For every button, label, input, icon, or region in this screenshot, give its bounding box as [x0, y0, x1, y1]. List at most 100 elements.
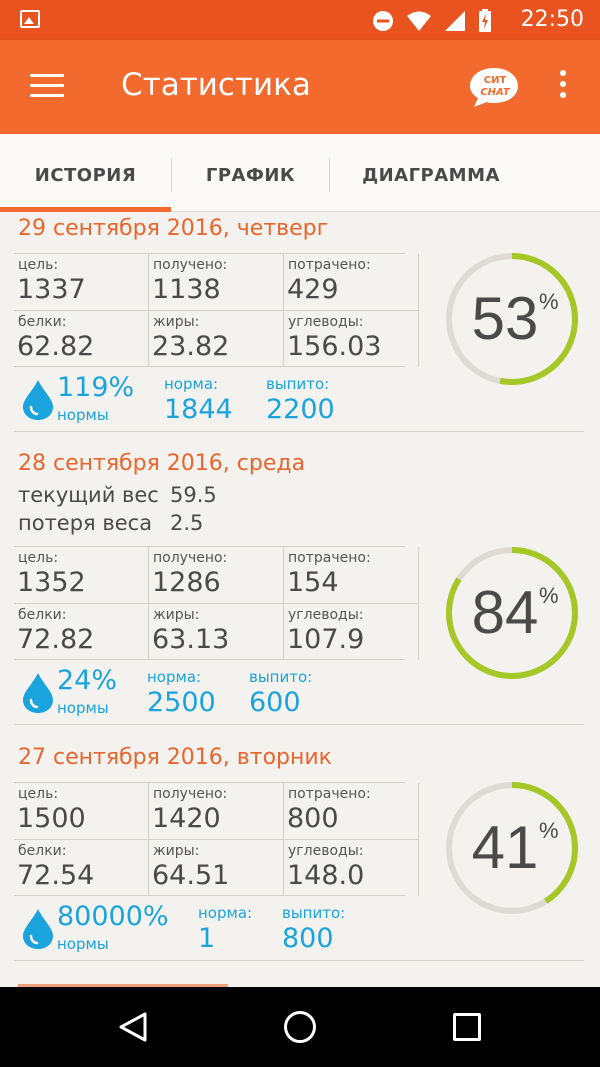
water-drunk-label: выпито: [266, 375, 330, 393]
water-norm-label: норма: [147, 668, 202, 686]
received-value: 1138 [152, 274, 221, 305]
weight-loss-line: потеря веса 2.5 [18, 511, 203, 535]
history-entry[interactable]: 28 сентября 2016, среда текущий вес 59.5… [0, 451, 600, 726]
carbs-value: 156.03 [287, 331, 382, 362]
protein-label: белки: [18, 607, 67, 623]
entry-date: 27 сентября 2016, вторник [18, 745, 332, 770]
entry-date: 28 сентября 2016, среда [18, 451, 306, 476]
spent-value: 154 [287, 567, 339, 598]
chat-icon[interactable]: СИТ CHAT [468, 66, 520, 108]
protein-cell: белки: 72.82 [14, 603, 149, 660]
goal-cell: цель: 1337 [14, 254, 149, 311]
navigation-bar [0, 987, 600, 1067]
current-weight-value: 59.5 [170, 483, 217, 507]
fat-label: жиры: [153, 607, 200, 623]
progress-value: 53 [471, 285, 539, 352]
progress-value: 41 [471, 814, 539, 881]
fat-label: жиры: [153, 314, 200, 330]
status-icons [372, 9, 492, 33]
goal-value: 1337 [17, 274, 86, 305]
history-entry[interactable]: 27 сентября 2016, вторник цель: 1500 полу… [0, 745, 600, 961]
received-label: получено: [153, 257, 228, 273]
tab-divider [329, 158, 330, 192]
fat-cell: жиры: 63.13 [149, 603, 284, 660]
water-row: 119% нормы норма: 1844 выпито: 2200 [14, 372, 584, 432]
carbs-label: углеводы: [288, 314, 364, 330]
current-weight-label: текущий вес [18, 483, 159, 507]
spent-label: потрачено: [288, 786, 371, 802]
more-options-icon[interactable] [552, 70, 574, 106]
water-percent: 80000% [57, 901, 169, 932]
entry-date: 29 сентября 2016, четверг [18, 216, 329, 241]
tab-chart[interactable]: ГРАФИК [205, 165, 296, 186]
received-cell: получено: 1420 [149, 783, 284, 840]
water-drunk-label: выпито: [282, 904, 346, 922]
water-row: 24% нормы норма: 2500 выпито: 600 [14, 665, 584, 725]
progress-percent-sign: % [539, 818, 559, 843]
water-drunk-label: выпито: [249, 668, 313, 686]
received-value: 1420 [152, 803, 221, 834]
progress-percent-sign: % [539, 583, 559, 608]
fat-cell: жиры: 64.51 [149, 839, 284, 896]
water-percent: 119% [57, 372, 135, 403]
protein-value: 72.82 [17, 624, 95, 655]
stats-grid: цель: 1500 получено: 1420 потрачено: 800 бе… [14, 782, 419, 896]
protein-cell: белки: 72.54 [14, 839, 149, 896]
wifi-icon [407, 11, 431, 31]
spent-cell: потрачено: 154 [284, 547, 419, 604]
goal-label: цель: [18, 786, 59, 802]
spent-cell: потрачено: 800 [284, 783, 419, 840]
page-title: Статистика [121, 67, 311, 103]
water-percent-label: нормы [57, 699, 109, 717]
goal-value: 1352 [17, 567, 86, 598]
protein-value: 72.54 [17, 860, 95, 891]
water-norm-label: норма: [164, 375, 219, 393]
water-row: 80000% нормы норма: 1 выпито: 800 [14, 901, 584, 961]
water-drop-icon [23, 673, 53, 713]
hamburger-menu-icon[interactable] [30, 74, 64, 100]
recent-apps-icon[interactable] [453, 1013, 481, 1041]
goal-cell: цель: 1352 [14, 547, 149, 604]
water-percent-label: нормы [57, 935, 109, 953]
fat-label: жиры: [153, 843, 200, 859]
received-label: получено: [153, 786, 228, 802]
tab-history[interactable]: ИСТОРИЯ [34, 165, 137, 186]
water-percent: 24% [57, 665, 118, 696]
chat-badge-line2: CHAT [480, 87, 510, 98]
status-bar: 22:50 [0, 0, 600, 40]
goal-label: цель: [18, 257, 59, 273]
do-not-disturb-icon [373, 11, 393, 31]
progress-ring: 41 % [444, 780, 580, 916]
protein-value: 62.82 [17, 331, 95, 362]
stats-grid: цель: 1337 получено: 1138 потрачено: 429 бе… [14, 253, 419, 367]
battery-charging-icon [479, 9, 491, 32]
carbs-label: углеводы: [288, 843, 364, 859]
carbs-label: углеводы: [288, 607, 364, 623]
protein-label: белки: [18, 843, 67, 859]
fat-cell: жиры: 23.82 [149, 310, 284, 367]
progress-percent-sign: % [539, 289, 559, 314]
water-drunk-value: 800 [282, 923, 334, 954]
water-drunk-value: 600 [249, 687, 301, 718]
weight-loss-label: потеря веса [18, 511, 153, 535]
tab-diagram[interactable]: ДИАГРАММА [362, 165, 500, 186]
weight-loss-value: 2.5 [170, 511, 204, 535]
carbs-value: 107.9 [287, 624, 365, 655]
progress-ring: 84 % [444, 545, 580, 681]
protein-label: белки: [18, 314, 67, 330]
chat-badge-line1: СИТ [484, 75, 507, 86]
water-norm-value: 2500 [147, 687, 216, 718]
active-tab-indicator [0, 207, 171, 212]
history-entry[interactable]: 29 сентября 2016, четверг цель: 1337 полу… [0, 216, 600, 432]
progress-ring-graphic [446, 547, 578, 679]
progress-ring-graphic [446, 253, 578, 385]
back-icon[interactable] [117, 1011, 149, 1043]
water-norm-value: 1 [198, 923, 216, 954]
tab-bar: ИСТОРИЯ ГРАФИК ДИАГРАММА [0, 134, 600, 212]
water-drop-icon [23, 380, 53, 420]
spent-value: 429 [287, 274, 339, 305]
carbs-cell: углеводы: 107.9 [284, 603, 419, 660]
home-icon[interactable] [284, 1011, 316, 1043]
status-time: 22:50 [520, 7, 584, 32]
fat-value: 64.51 [152, 860, 230, 891]
